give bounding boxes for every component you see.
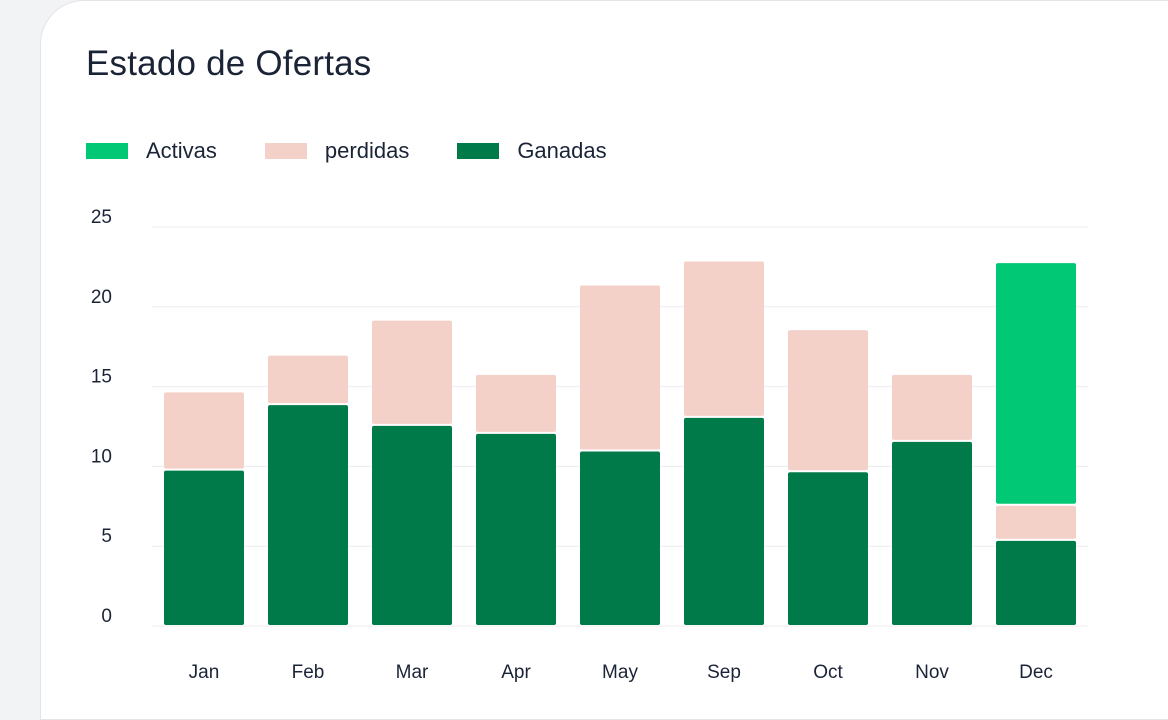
bar-dec-activas[interactable] bbox=[996, 263, 1076, 504]
legend-label-ganadas: Ganadas bbox=[517, 138, 607, 163]
stacked-bar-chart: 0 5 10 15 20 25 Jan Feb Mar Apr May Sep Oct Nov Dec bbox=[91, 207, 1088, 683]
bar-dec-perdidas[interactable] bbox=[996, 505, 1076, 539]
y-tick-label-25: 25 bbox=[91, 207, 112, 228]
bar-apr-ganadas[interactable] bbox=[476, 433, 556, 625]
y-tick-label-20: 20 bbox=[91, 287, 112, 308]
x-tick-label-jan: Jan bbox=[189, 662, 220, 683]
legend-swatch-activas bbox=[86, 143, 128, 159]
x-tick-label-sep: Sep bbox=[707, 662, 741, 683]
bar-feb-ganadas[interactable] bbox=[268, 405, 348, 625]
bar-jan-perdidas[interactable] bbox=[164, 392, 244, 469]
legend-item-ganadas[interactable]: Ganadas bbox=[457, 138, 607, 164]
bar-oct-ganadas[interactable] bbox=[788, 472, 868, 625]
bar-feb-perdidas[interactable] bbox=[268, 355, 348, 404]
bar-oct-perdidas[interactable] bbox=[788, 330, 868, 471]
legend-item-activas[interactable]: Activas bbox=[86, 138, 217, 164]
x-tick-label-apr: Apr bbox=[501, 662, 531, 683]
chart-title: Estado de Ofertas bbox=[86, 44, 372, 83]
bar-may-perdidas[interactable] bbox=[580, 285, 660, 450]
legend-label-activas: Activas bbox=[146, 138, 217, 163]
chart-legend: Activas perdidas Ganadas bbox=[86, 138, 655, 164]
bar-nov-perdidas[interactable] bbox=[892, 374, 972, 440]
bar-sep-ganadas[interactable] bbox=[684, 417, 764, 625]
bar-jan-ganadas[interactable] bbox=[164, 470, 244, 625]
bar-sep-perdidas[interactable] bbox=[684, 261, 764, 416]
x-tick-label-feb: Feb bbox=[292, 662, 325, 683]
x-tick-label-nov: Nov bbox=[915, 662, 949, 683]
bar-dec-ganadas[interactable] bbox=[996, 540, 1076, 625]
bar-nov-ganadas[interactable] bbox=[892, 441, 972, 625]
y-tick-label-5: 5 bbox=[101, 526, 112, 547]
bar-mar-ganadas[interactable] bbox=[372, 425, 452, 625]
legend-swatch-perdidas bbox=[264, 143, 307, 159]
legend-item-perdidas[interactable]: perdidas bbox=[264, 138, 410, 164]
bar-may-ganadas[interactable] bbox=[580, 451, 660, 625]
legend-label-perdidas: perdidas bbox=[324, 138, 410, 163]
bar-apr-perdidas[interactable] bbox=[476, 374, 556, 432]
legend-swatch-ganadas bbox=[457, 143, 500, 159]
y-tick-label-10: 10 bbox=[91, 446, 112, 467]
y-tick-label-0: 0 bbox=[101, 606, 112, 627]
x-tick-label-dec: Dec bbox=[1019, 662, 1053, 683]
bar-mar-perdidas[interactable] bbox=[372, 320, 452, 424]
x-tick-label-mar: Mar bbox=[396, 662, 429, 683]
x-tick-label-may: May bbox=[602, 662, 638, 683]
y-tick-label-15: 15 bbox=[91, 367, 112, 388]
x-tick-label-oct: Oct bbox=[813, 662, 843, 683]
